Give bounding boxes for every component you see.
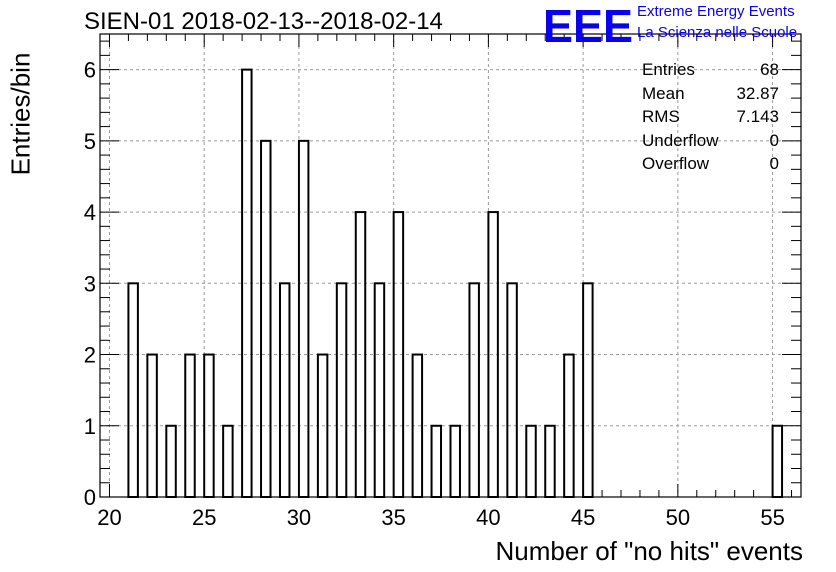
histogram-bar (468, 282, 480, 498)
histogram-bar (260, 139, 272, 498)
histogram-bar (127, 282, 139, 498)
y-tick-label: 5 (84, 129, 96, 154)
histogram-bar (544, 424, 556, 498)
y-tick-label: 0 (84, 485, 96, 510)
histogram-bar (373, 282, 386, 498)
histogram-bar (449, 424, 461, 498)
histogram-bar (278, 282, 291, 498)
stat-value-rms: 7.143 (736, 107, 779, 126)
x-tick-label: 25 (192, 505, 216, 530)
stat-label-rms: RMS (642, 107, 680, 126)
y-tick-label: 4 (84, 200, 96, 225)
stat-label-underflow: Underflow (642, 130, 719, 150)
chart-title: SIEN-01 2018-02-13--2018-02-14 (84, 8, 443, 35)
logo-line-1: Extreme Energy Events (637, 3, 795, 20)
y-tick-label: 3 (84, 271, 96, 296)
y-axis-label: Entries/bin (5, 52, 36, 176)
stat-label-overflow: Overflow (642, 154, 710, 173)
logo-line-2: La Scienza nelle Scuole (637, 24, 798, 41)
stat-value-overflow: 0 (769, 154, 779, 173)
stat-row-entries: Entries 68 (642, 60, 779, 84)
eee-logo: EEE (543, 4, 633, 44)
stat-value-mean: 32.87 (736, 83, 779, 103)
stat-value-underflow: 0 (769, 130, 779, 150)
x-tick-label: 30 (287, 505, 311, 530)
stat-label-mean: Mean (642, 83, 685, 103)
stat-label-entries: Entries (642, 60, 695, 79)
histogram-bar (165, 424, 177, 498)
histogram-bar (222, 424, 234, 498)
stats-box: Entries 68 Mean 32.87 RMS 7.143 Underflo… (642, 60, 779, 178)
histogram-bar (771, 424, 784, 498)
x-tick-label: 20 (97, 505, 121, 530)
x-axis-label: Number of "no hits" events (495, 536, 804, 566)
stat-row-underflow: Underflow 0 (642, 131, 779, 155)
x-tick-label: 40 (476, 505, 500, 530)
histogram-bar (506, 282, 518, 498)
x-tick-label: 50 (666, 505, 690, 530)
x-tick-label: 45 (571, 505, 595, 530)
histogram-bar (335, 282, 348, 498)
y-tick-label: 2 (84, 343, 96, 368)
y-tick-label: 1 (84, 414, 96, 439)
y-tick-label: 6 (84, 58, 96, 83)
x-tick-label: 35 (381, 505, 405, 530)
stat-row-overflow: Overflow 0 (642, 154, 779, 178)
histogram-bar (582, 282, 594, 498)
histogram-bar (297, 139, 310, 498)
stat-row-rms: RMS 7.143 (642, 107, 779, 131)
stat-value-entries: 68 (760, 60, 779, 79)
histogram-bar (430, 424, 443, 498)
histogram-bar (525, 424, 537, 498)
eee-logo-mark: EEE (543, 4, 633, 44)
stat-row-mean: Mean 32.87 (642, 84, 779, 108)
x-tick-label: 55 (760, 505, 784, 530)
